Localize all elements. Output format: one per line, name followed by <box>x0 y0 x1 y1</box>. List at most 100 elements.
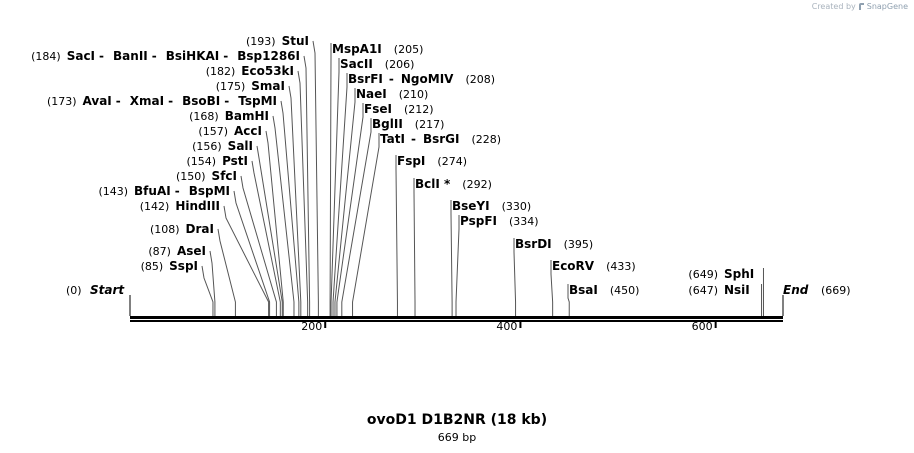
ruler-tick-label: 600 <box>692 320 713 333</box>
cut-site-line <box>272 115 295 316</box>
enzyme-name: AseI <box>177 244 206 258</box>
start-label: Start <box>90 283 125 297</box>
site-position: (143) <box>98 185 128 198</box>
enzyme-separator: - <box>152 49 157 63</box>
snapgene-logo-icon <box>858 3 864 10</box>
cut-site-line <box>413 178 416 316</box>
enzyme-name: BsrDI <box>515 237 552 251</box>
enzyme-name: AvaI <box>83 94 112 108</box>
ruler-tick-label: 400 <box>496 320 517 333</box>
snapgene-credit: Created by SnapGene <box>812 2 908 11</box>
site-position: (649) <box>688 268 718 281</box>
start-position: (0) <box>66 284 82 297</box>
site-position: (330) <box>502 200 532 213</box>
enzyme-name: BsaI <box>569 283 598 297</box>
end-position: (669) <box>821 284 851 297</box>
enzyme-name: BclI * <box>415 177 451 191</box>
enzyme-name: BglII <box>372 117 403 131</box>
site-position: (217) <box>415 118 445 131</box>
cut-site-line <box>240 175 277 316</box>
enzyme-separator: - <box>224 94 229 108</box>
cut-site-line <box>209 250 216 316</box>
site-position: (157) <box>198 125 228 138</box>
site-position: (228) <box>471 133 501 146</box>
enzyme-name: EcoRV <box>552 259 595 273</box>
enzyme-name: SacI <box>67 49 95 63</box>
enzyme-name: SmaI <box>251 79 285 93</box>
site-position: (154) <box>186 155 216 168</box>
cut-site-line <box>336 103 364 316</box>
site-position: (206) <box>385 58 415 71</box>
site-position: (395) <box>564 238 594 251</box>
enzyme-name: FseI <box>364 102 392 116</box>
enzyme-name: Bsp1286I <box>237 49 300 63</box>
end-label: End <box>783 283 809 297</box>
cut-site-line <box>567 284 570 316</box>
enzyme-separator: - <box>116 94 121 108</box>
site-position: (87) <box>148 245 171 258</box>
enzyme-name: BanII <box>113 49 148 63</box>
cut-site-line <box>256 145 283 316</box>
cut-site-line <box>341 118 372 316</box>
enzyme-name: SalI <box>228 139 253 153</box>
site-position: (210) <box>399 88 429 101</box>
cut-site-line <box>303 55 311 316</box>
site-position: (212) <box>404 103 434 116</box>
cut-site-line <box>265 130 284 316</box>
enzyme-separator: - <box>411 132 416 146</box>
cut-site-line <box>217 228 236 316</box>
enzyme-name: SacII <box>340 57 373 71</box>
site-position: (85) <box>141 260 164 273</box>
site-position: (142) <box>140 200 170 213</box>
site-position: (175) <box>216 80 246 93</box>
site-position: (156) <box>192 140 222 153</box>
cut-site-line <box>513 238 517 316</box>
backbone-top-strand <box>130 316 783 319</box>
site-position: (647) <box>688 284 718 297</box>
enzyme-name: TatI <box>380 132 405 146</box>
cut-site-line <box>201 265 214 316</box>
enzyme-name: BspMI <box>189 184 230 198</box>
enzyme-name: DraI <box>186 222 214 236</box>
cut-site-line <box>280 100 300 316</box>
cut-site-line <box>352 133 380 316</box>
enzyme-name: HindIII <box>175 199 220 213</box>
enzyme-name: Eco53kI <box>241 64 294 78</box>
enzyme-name: TspMI <box>238 94 277 108</box>
enzyme-name: NaeI <box>356 87 387 101</box>
cut-site-line <box>395 155 398 316</box>
cut-site-line <box>297 70 309 316</box>
enzyme-name: PstI <box>222 154 248 168</box>
enzyme-name: BseYI <box>452 199 490 213</box>
enzyme-name: StuI <box>282 34 309 48</box>
map-length: 669 bp <box>437 431 477 444</box>
site-position: (205) <box>394 43 424 56</box>
cut-site-line <box>329 43 332 316</box>
backbone-bottom-strand <box>130 320 783 322</box>
enzyme-name: SspI <box>169 259 198 273</box>
site-position: (208) <box>465 73 495 86</box>
credit-prefix: Created by <box>811 2 856 11</box>
site-position: (173) <box>47 95 77 108</box>
site-position: (182) <box>206 65 236 78</box>
enzyme-name: BsoBI <box>182 94 220 108</box>
cut-site-line <box>334 88 356 316</box>
site-position: (184) <box>31 50 61 63</box>
enzyme-separator: - <box>389 72 394 86</box>
site-position: (450) <box>610 284 640 297</box>
site-position: (168) <box>189 110 219 123</box>
cut-site-line <box>233 190 271 316</box>
enzyme-name: BsrGI <box>423 132 460 146</box>
enzyme-separator: - <box>99 49 104 63</box>
enzyme-name: MspA1I <box>332 42 382 56</box>
site-position: (108) <box>150 223 180 236</box>
site-position: (193) <box>246 35 276 48</box>
enzyme-name: PspFI <box>460 214 497 228</box>
site-position: (292) <box>462 178 492 191</box>
cut-site-line <box>450 200 453 316</box>
cut-site-line <box>550 260 554 316</box>
ruler-tick-label: 200 <box>301 320 322 333</box>
cut-site-line <box>332 73 348 316</box>
enzyme-name: BsiHKAI <box>166 49 220 63</box>
